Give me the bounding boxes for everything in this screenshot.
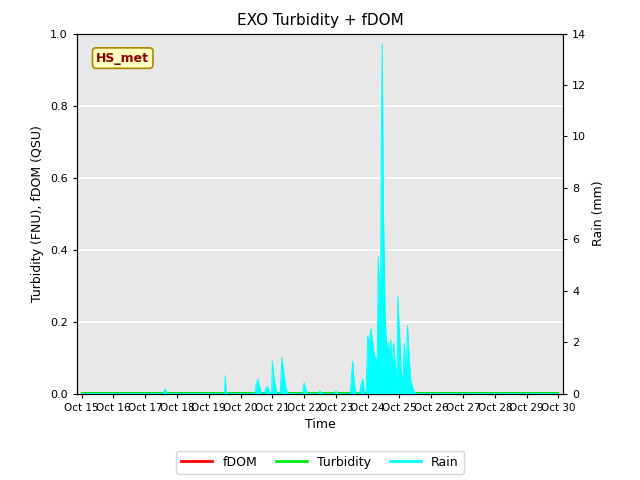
Y-axis label: Rain (mm): Rain (mm) (592, 181, 605, 246)
X-axis label: Time: Time (305, 418, 335, 431)
Legend: fDOM, Turbidity, Rain: fDOM, Turbidity, Rain (176, 451, 464, 474)
Y-axis label: Turbidity (FNU), fDOM (QSU): Turbidity (FNU), fDOM (QSU) (31, 125, 44, 302)
Title: EXO Turbidity + fDOM: EXO Turbidity + fDOM (237, 13, 403, 28)
Text: HS_met: HS_met (96, 51, 149, 65)
